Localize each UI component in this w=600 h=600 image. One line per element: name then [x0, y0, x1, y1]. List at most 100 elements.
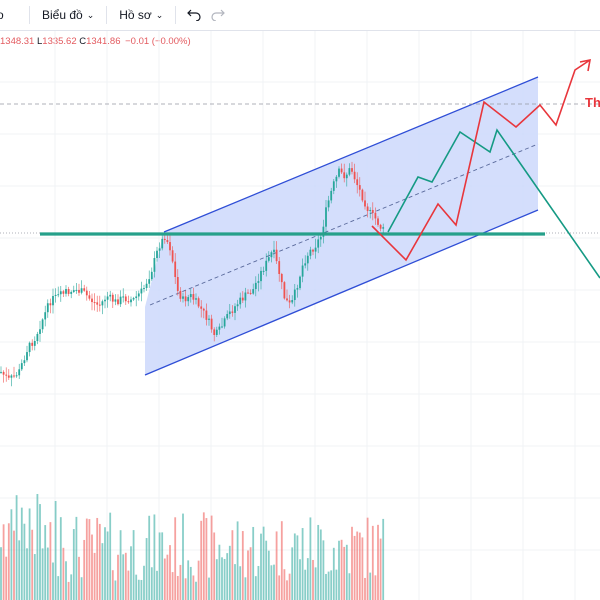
- candle-body: [231, 311, 234, 313]
- candle-body: [195, 298, 197, 300]
- candle-body: [15, 375, 18, 377]
- candle-body: [143, 288, 145, 290]
- volume-bar: [260, 533, 262, 600]
- ohlc-legend: 1348.31 L1335.62 C1341.86 −0.01 (−0.00%): [0, 36, 191, 47]
- candle-body: [304, 263, 307, 266]
- volume-bar: [288, 573, 291, 600]
- candle-body: [114, 299, 117, 302]
- candle-body: [85, 290, 88, 296]
- candle-body: [254, 282, 257, 290]
- volume-bar: [23, 523, 26, 600]
- channel-lower-line[interactable]: [144, 209, 539, 376]
- ohlc-low-value: 1335.62: [42, 36, 77, 47]
- candle-body: [46, 303, 49, 313]
- candle-body: [278, 261, 281, 275]
- volume-bar: [210, 515, 213, 600]
- candle-body: [13, 375, 15, 377]
- volume-bar: [137, 579, 140, 600]
- candle-body: [241, 297, 244, 301]
- volume-bar: [28, 508, 31, 600]
- volume-bar: [223, 558, 226, 600]
- annotation-text[interactable]: Th: [585, 95, 600, 110]
- candle-body: [137, 293, 140, 297]
- volume-bar: [171, 572, 174, 600]
- candle-body: [20, 363, 23, 370]
- projection-path-red[interactable]: [371, 59, 591, 262]
- volume-bar: [291, 547, 294, 600]
- ohlc-low-key: L: [36, 36, 43, 47]
- volume-bar: [36, 493, 39, 600]
- volume-bar: [52, 562, 54, 600]
- toolbar-truncated-item[interactable]: o: [0, 8, 4, 22]
- candle-body: [382, 227, 385, 229]
- candle-body: [189, 294, 192, 298]
- volume-bar: [7, 523, 10, 600]
- candle-body: [197, 298, 200, 307]
- volume-bar: [109, 512, 112, 600]
- volume-bar: [356, 531, 359, 600]
- ohlc-close-value: 1341.86: [86, 36, 121, 47]
- candle-body: [101, 301, 104, 306]
- candle-body: [319, 236, 322, 240]
- volume-bar: [197, 560, 200, 600]
- candle-body: [338, 168, 340, 177]
- candle-body: [26, 352, 28, 361]
- volume-bar: [10, 509, 13, 600]
- candle-body: [124, 296, 127, 302]
- candle-body: [161, 238, 164, 249]
- candle-body: [96, 302, 99, 305]
- candle-body: [327, 200, 330, 208]
- redo-button[interactable]: [206, 3, 230, 27]
- volume-bar: [345, 544, 348, 600]
- volume-bar: [59, 517, 62, 600]
- profile-menu-button[interactable]: Hồ sơ ⌄: [113, 3, 169, 27]
- volume-bar: [62, 547, 65, 600]
- volume-bar: [169, 545, 171, 600]
- candle-body: [249, 292, 252, 294]
- candle-body: [312, 249, 314, 252]
- candle-body: [288, 300, 291, 303]
- volume-bar: [184, 578, 187, 600]
- candle-body: [351, 168, 353, 172]
- channel-median-line[interactable]: [149, 143, 539, 306]
- candle-body: [205, 310, 208, 320]
- candle-body: [192, 294, 195, 300]
- candle-body: [49, 303, 52, 306]
- chart-menu-button[interactable]: Biểu đồ ⌄: [36, 3, 100, 27]
- volume-bar: [322, 540, 325, 600]
- candle-body: [70, 291, 73, 294]
- projection-path-green[interactable]: [387, 128, 600, 279]
- volume-bar: [309, 517, 312, 600]
- parallel-channel[interactable]: [145, 77, 538, 375]
- candle-body: [65, 289, 67, 294]
- candle-body: [340, 168, 343, 173]
- volume-bar: [26, 548, 28, 600]
- volume-bar: [78, 556, 80, 600]
- volume-bar: [252, 526, 255, 600]
- volume-bar: [361, 537, 364, 600]
- candle-body: [228, 311, 231, 315]
- toolbar-divider: [29, 6, 30, 24]
- volume-bar: [158, 532, 161, 600]
- volume-bar: [340, 539, 343, 600]
- candle-body: [244, 292, 247, 301]
- candle-body: [75, 289, 78, 291]
- volume-bar: [148, 515, 151, 600]
- candle-body: [301, 265, 304, 277]
- undo-button[interactable]: [182, 3, 206, 27]
- candle-body: [234, 306, 236, 313]
- volume-bar: [301, 528, 304, 600]
- volume-bar: [96, 517, 99, 600]
- red-arrow-head-icon: [579, 58, 591, 72]
- candle-body: [377, 218, 379, 225]
- candle-body: [130, 299, 132, 303]
- volume-bar: [343, 546, 346, 600]
- candle-body: [358, 185, 361, 190]
- volume-bar: [143, 565, 145, 600]
- volume-bar: [208, 577, 210, 600]
- volume-bar: [135, 574, 138, 600]
- volume-bar: [31, 529, 34, 600]
- volume-bar: [111, 570, 114, 600]
- channel-upper-line[interactable]: [163, 76, 539, 233]
